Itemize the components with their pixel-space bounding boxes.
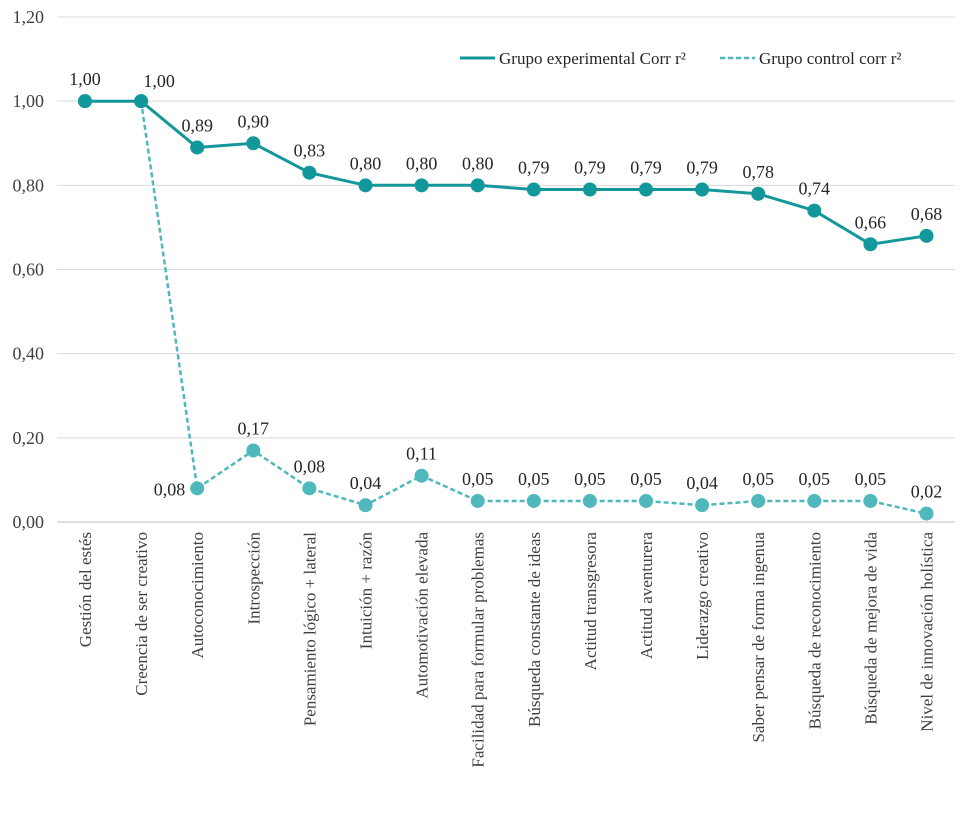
y-axis-tick-labels: 0,00 0,20 0,40 0,60 0,80 1,00 1,20 [13, 7, 45, 532]
x-category-label: Búsqueda de mejora de vida [861, 532, 880, 725]
data-label-experimental: 1,00 [143, 71, 175, 91]
x-category-label: Autoconocimiento [188, 532, 207, 659]
x-category-label: Liderazgo creativo [693, 532, 712, 660]
point-control [302, 481, 317, 496]
data-label-control: 0,05 [742, 469, 774, 489]
point-experimental [582, 182, 597, 197]
point-control [807, 493, 822, 508]
point-experimental [78, 94, 92, 109]
data-label-experimental: 0,79 [574, 158, 606, 178]
data-label-experimental: 1,00 [69, 69, 101, 89]
point-experimental [190, 140, 205, 155]
point-experimental [470, 178, 485, 193]
data-label-control: 0,02 [911, 482, 943, 502]
point-control [751, 493, 766, 508]
point-experimental [526, 182, 541, 197]
point-experimental [751, 186, 766, 201]
data-label-control: 0,05 [630, 469, 662, 489]
y-tick-label: 1,20 [13, 7, 45, 27]
x-category-label: Actitud transgresora [581, 532, 600, 671]
x-category-label: Introspección [244, 532, 263, 625]
x-category-label: Creencia de ser creativo [132, 532, 151, 696]
data-label-experimental: 0,78 [742, 162, 774, 182]
data-label-control: 0,04 [686, 473, 718, 493]
point-control [190, 481, 205, 496]
data-label-control: 0,05 [799, 469, 831, 489]
x-category-label: Facilidad para formular problemas [469, 532, 488, 768]
x-category-label: Saber pensar de forma ingenua [749, 532, 768, 743]
y-tick-label: 0,80 [13, 175, 45, 195]
data-label-control: 0,05 [574, 469, 606, 489]
x-category-label: Intuición + razón [357, 532, 376, 650]
data-label-experimental: 0,90 [238, 111, 270, 131]
data-label-experimental: 0,79 [630, 158, 662, 178]
x-category-label: Búsqueda constante de ideas [525, 532, 544, 727]
point-control [470, 493, 485, 508]
point-control [526, 493, 541, 508]
series-lines [78, 94, 934, 521]
y-tick-label: 0,20 [13, 428, 45, 448]
data-label-experimental: 0,66 [855, 212, 887, 232]
data-label-experimental: 0,80 [406, 153, 438, 173]
x-category-label: Pensamiento lógico + lateral [300, 532, 319, 726]
data-label-control: 0,05 [855, 469, 887, 489]
data-label-experimental: 0,68 [911, 204, 943, 224]
data-labels: 1,00 1,00 0,89 0,90 0,83 0,80 0,80 0,80 0,79 0,79… [69, 69, 942, 501]
series-line-control [85, 99, 927, 515]
x-category-label: Automotivación elevada [413, 532, 432, 699]
legend-label-control: Grupo control corr r² [759, 49, 901, 68]
point-control [414, 468, 429, 483]
x-category-label: Nivel de innovación holística [918, 532, 937, 732]
data-label-control: 0,08 [154, 479, 186, 499]
x-category-label: Gestión del estés [76, 532, 95, 647]
x-category-label: Actitud aventurera [637, 532, 656, 659]
y-tick-label: 0,60 [13, 260, 45, 280]
point-experimental [246, 136, 261, 151]
legend: Grupo experimental Corr r² Grupo control… [460, 49, 901, 68]
point-experimental [863, 237, 878, 252]
point-control [246, 443, 261, 458]
point-control [695, 498, 710, 513]
data-label-experimental: 0,79 [686, 158, 718, 178]
data-label-control: 0,05 [518, 469, 550, 489]
data-label-experimental: 0,89 [181, 115, 213, 135]
data-label-experimental: 0,79 [518, 158, 550, 178]
point-experimental [358, 178, 373, 193]
point-control [639, 493, 653, 508]
data-label-control: 0,11 [406, 444, 437, 464]
x-axis-category-labels: Gestión del estés Creencia de ser creativ… [76, 532, 937, 768]
x-category-label: Búsqueda de reconocimiento [805, 532, 824, 729]
y-tick-label: 0,40 [13, 344, 45, 364]
y-tick-label: 1,00 [13, 91, 45, 111]
point-control [919, 506, 934, 521]
point-experimental [302, 165, 317, 180]
point-experimental [639, 182, 653, 197]
point-experimental [134, 94, 149, 109]
series-line-experimental [85, 99, 927, 246]
data-label-control: 0,04 [350, 473, 382, 493]
gridlines [57, 16, 955, 523]
point-control [582, 493, 597, 508]
point-control [358, 498, 373, 513]
data-label-control: 0,08 [294, 456, 326, 476]
data-label-experimental: 0,80 [462, 153, 494, 173]
point-experimental [807, 203, 822, 218]
legend-label-experimental: Grupo experimental Corr r² [499, 49, 686, 68]
point-experimental [919, 228, 934, 243]
data-label-experimental: 0,74 [799, 179, 831, 199]
point-control [863, 493, 878, 508]
data-label-control: 0,05 [462, 469, 494, 489]
data-label-experimental: 0,83 [294, 141, 326, 161]
point-experimental [695, 182, 710, 197]
data-label-experimental: 0,80 [350, 153, 382, 173]
y-tick-label: 0,00 [13, 512, 45, 532]
point-experimental [414, 178, 429, 193]
data-label-control: 0,17 [238, 418, 270, 438]
